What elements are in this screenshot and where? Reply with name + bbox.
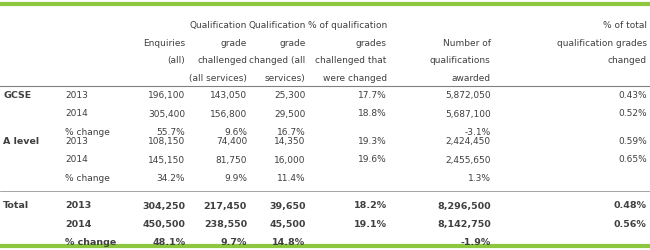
Text: qualification grades: qualification grades (557, 39, 647, 48)
Text: 19.1%: 19.1% (354, 220, 387, 229)
Text: grades: grades (356, 39, 387, 48)
Text: 143,050: 143,050 (210, 91, 247, 100)
Text: 2014: 2014 (65, 110, 88, 118)
Text: 81,750: 81,750 (216, 156, 247, 164)
Text: 156,800: 156,800 (210, 110, 247, 118)
Text: 18.8%: 18.8% (358, 110, 387, 118)
Text: Qualification: Qualification (190, 21, 247, 30)
Text: 0.43%: 0.43% (618, 91, 647, 100)
Text: 238,550: 238,550 (204, 220, 247, 229)
Text: A level: A level (3, 137, 40, 146)
Text: 8,142,750: 8,142,750 (437, 220, 491, 229)
Text: challenged that: challenged that (315, 56, 387, 65)
Text: 108,150: 108,150 (148, 137, 185, 146)
Text: 19.6%: 19.6% (358, 156, 387, 164)
Text: GCSE: GCSE (3, 91, 31, 100)
Text: 0.56%: 0.56% (614, 220, 647, 229)
Text: 305,400: 305,400 (148, 110, 185, 118)
Text: were changed: were changed (322, 74, 387, 83)
Text: grade: grade (220, 39, 247, 48)
Text: 145,150: 145,150 (148, 156, 185, 164)
Text: Qualification: Qualification (248, 21, 306, 30)
Text: -3.1%: -3.1% (465, 128, 491, 137)
Text: 5,687,100: 5,687,100 (445, 110, 491, 118)
Text: 8,296,500: 8,296,500 (437, 202, 491, 210)
Text: 0.65%: 0.65% (618, 156, 647, 164)
Text: 19.3%: 19.3% (358, 137, 387, 146)
Text: % of total: % of total (603, 21, 647, 30)
Text: changed: changed (608, 56, 647, 65)
Text: % change: % change (65, 238, 116, 247)
Text: Enquiries: Enquiries (143, 39, 185, 48)
Text: changed (all: changed (all (249, 56, 306, 65)
Text: % of qualification: % of qualification (307, 21, 387, 30)
Text: 17.7%: 17.7% (358, 91, 387, 100)
Text: 196,100: 196,100 (148, 91, 185, 100)
Text: 0.52%: 0.52% (618, 110, 647, 118)
Text: grade: grade (279, 39, 306, 48)
Text: 39,650: 39,650 (269, 202, 305, 210)
Text: 16,000: 16,000 (274, 156, 306, 164)
Text: 2014: 2014 (65, 220, 92, 229)
Text: 34.2%: 34.2% (157, 174, 185, 183)
Text: 16.7%: 16.7% (277, 128, 305, 137)
Text: 74,400: 74,400 (216, 137, 247, 146)
Text: 1.3%: 1.3% (468, 174, 491, 183)
Text: 25,300: 25,300 (274, 91, 306, 100)
Text: 2,424,450: 2,424,450 (446, 137, 491, 146)
Text: challenged: challenged (197, 56, 247, 65)
Text: 9.6%: 9.6% (224, 128, 247, 137)
Text: awarded: awarded (452, 74, 491, 83)
Text: qualifications: qualifications (430, 56, 491, 65)
Text: 55.7%: 55.7% (157, 128, 185, 137)
Text: -1.9%: -1.9% (460, 238, 491, 247)
Text: Number of: Number of (443, 39, 491, 48)
Text: 5,872,050: 5,872,050 (445, 91, 491, 100)
Text: 29,500: 29,500 (274, 110, 306, 118)
Text: services): services) (265, 74, 305, 83)
Text: Total: Total (3, 202, 29, 210)
Text: 450,500: 450,500 (142, 220, 185, 229)
Text: 304,250: 304,250 (142, 202, 185, 210)
Text: 0.48%: 0.48% (614, 202, 647, 210)
Text: 0.59%: 0.59% (618, 137, 647, 146)
Text: 9.9%: 9.9% (224, 174, 247, 183)
Text: 2014: 2014 (65, 156, 88, 164)
Text: 2013: 2013 (65, 137, 88, 146)
Text: % change: % change (65, 174, 110, 183)
Text: (all services): (all services) (189, 74, 247, 83)
Text: 2013: 2013 (65, 202, 91, 210)
Text: 2,455,650: 2,455,650 (445, 156, 491, 164)
Text: 48.1%: 48.1% (152, 238, 185, 247)
Text: % change: % change (65, 128, 110, 137)
Text: (all): (all) (168, 56, 185, 65)
Text: 18.2%: 18.2% (354, 202, 387, 210)
Text: 9.7%: 9.7% (220, 238, 247, 247)
Text: 2013: 2013 (65, 91, 88, 100)
Text: 45,500: 45,500 (269, 220, 305, 229)
Text: 14,350: 14,350 (274, 137, 306, 146)
Text: 11.4%: 11.4% (277, 174, 305, 183)
Text: 14.8%: 14.8% (272, 238, 305, 247)
Text: 217,450: 217,450 (203, 202, 247, 210)
